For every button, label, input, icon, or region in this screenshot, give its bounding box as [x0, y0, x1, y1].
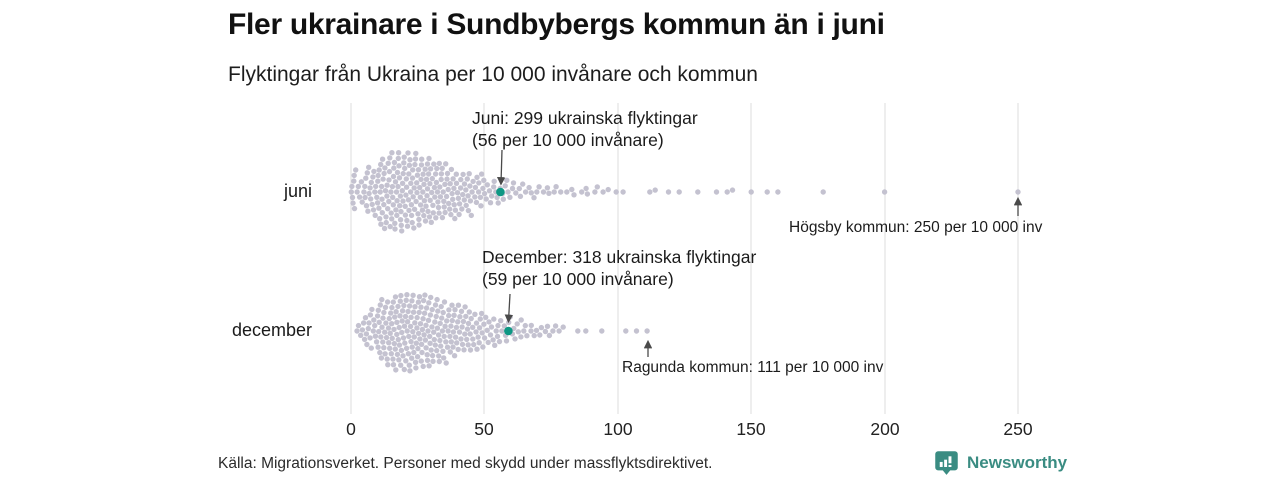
newsworthy-wordmark: Newsworthy — [967, 452, 1068, 472]
annotation-line: (56 per 10 000 invånare) — [472, 130, 664, 150]
x-tick-0: 0 — [346, 419, 356, 439]
beeswarm-row-juni — [348, 150, 1021, 234]
annotation-line: Juni: 299 ukrainska flyktingar — [472, 108, 698, 128]
gridlines — [350, 103, 1019, 414]
highlight-dot-juni — [496, 187, 505, 197]
x-tick-100: 100 — [603, 419, 633, 439]
highlight-dot-december — [504, 326, 513, 336]
annotation-arrows — [496, 149, 1023, 357]
row-label-december: december — [231, 320, 312, 340]
x-tick-200: 200 — [870, 419, 900, 439]
x-tick-50: 50 — [474, 419, 494, 439]
beeswarm-row-december — [354, 292, 650, 374]
arrow-juni-highlight — [496, 149, 506, 186]
annotation-line: Högsby kommun: 250 per 10 000 inv — [789, 219, 1043, 236]
x-tick-250: 250 — [1003, 419, 1033, 439]
x-tick-150: 150 — [736, 419, 766, 439]
annotation-line: (59 per 10 000 invånare) — [482, 269, 674, 289]
annotation-december-highlight: December: 318 ukrainska flyktingar (59 p… — [482, 246, 756, 290]
annotation-line: December: 318 ukrainska flyktingar — [482, 247, 757, 267]
row-label-juni: juni — [283, 181, 312, 201]
newsworthy-logo: Newsworthy — [933, 449, 1067, 476]
annotation-juni-highlight: Juni: 299 ukrainska flyktingar (56 per 1… — [472, 107, 698, 151]
annotation-line: Ragunda kommun: 111 per 10 000 inv — [622, 359, 884, 376]
annotation-hogsby: Högsby kommun: 250 per 10 000 inv — [789, 219, 1042, 237]
newsworthy-bubble-chart-icon — [935, 451, 958, 475]
page-title: Fler ukrainare i Sundbybergs kommun än i… — [228, 8, 885, 41]
chart-subtitle: Flyktingar från Ukraina per 10 000 invån… — [228, 63, 758, 86]
source-note: Källa: Migrationsverket. Personer med sk… — [218, 455, 713, 472]
arrow-december-highlight — [504, 293, 514, 324]
annotation-ragunda: Ragunda kommun: 111 per 10 000 inv — [622, 359, 883, 377]
